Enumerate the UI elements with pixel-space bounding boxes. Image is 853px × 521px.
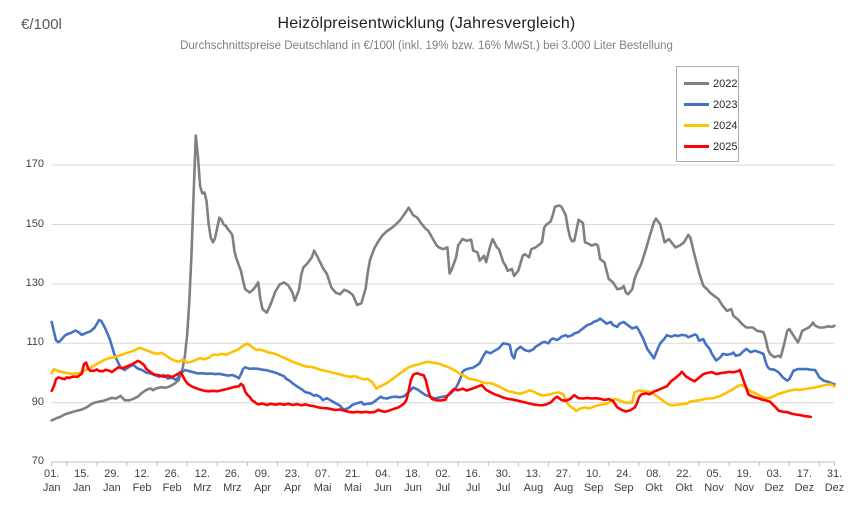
legend-label-2024: 2024 <box>713 119 738 132</box>
x-tick-label-08.Okt: 08. Okt <box>645 468 663 495</box>
y-tick-label-130: 130 <box>25 276 44 289</box>
legend-item-2025: 2025 <box>684 136 738 157</box>
chart-title: Heizölpreisentwicklung (Jahresvergleich) <box>277 15 576 32</box>
x-tick-label-07.Mai: 07. Mai <box>313 468 332 495</box>
x-tick-label-24.Sep: 24. Sep <box>613 468 634 495</box>
x-tick-label-19.Nov: 19. Nov <box>734 468 754 495</box>
x-tick-label-03.Dez: 03. Dez <box>764 468 785 495</box>
x-tick-label-21.Mai: 21. Mai <box>343 468 362 495</box>
x-tick-label-26.Mrz: 26. Mrz <box>223 468 242 495</box>
x-tick-label-05.Nov: 05. Nov <box>704 468 724 495</box>
x-tick-label-23.Apr: 23. Apr <box>283 468 302 495</box>
series-line-2024 <box>50 342 836 413</box>
legend-item-2022: 2022 <box>684 73 738 94</box>
series-line-2023 <box>50 317 836 412</box>
legend-item-2024: 2024 <box>684 115 738 136</box>
series-line-2022 <box>50 134 836 422</box>
legend-line-swatch-2022 <box>684 82 709 85</box>
x-tick-label-04.Jun: 04. Jun <box>374 468 392 495</box>
legend-item-2023: 2023 <box>684 94 738 115</box>
x-tick-label-17.Dez: 17. Dez <box>794 468 815 495</box>
x-tick-label-10.Sep: 10. Sep <box>583 468 604 495</box>
x-tick-label-01.Jan: 01. Jan <box>42 468 61 495</box>
x-tick-label-22.Okt: 22. Okt <box>675 468 693 495</box>
y-tick-label-170: 170 <box>25 158 44 171</box>
y-tick-label-70: 70 <box>31 455 44 467</box>
x-tick-label-18.Jun: 18. Jun <box>404 468 422 495</box>
x-tick-label-16.Jul: 16. Jul <box>465 468 481 495</box>
y-tick-label-150: 150 <box>25 217 44 230</box>
legend: 2022 2023 2024 2025 <box>676 66 739 162</box>
series-line-2025 <box>50 359 813 419</box>
x-tick-label-27.Aug: 27. Aug <box>553 468 574 495</box>
x-tick-label-12.Feb: 12. Feb <box>132 468 152 495</box>
legend-line-swatch-2023 <box>684 103 709 106</box>
x-tick-label-31.Dez: 31. Dez <box>824 468 845 495</box>
x-tick-label-15.Jan: 15. Jan <box>72 468 91 495</box>
legend-line-swatch-2025 <box>684 145 709 148</box>
y-tick-label-90: 90 <box>31 395 44 408</box>
x-tick-label-13.Aug: 13. Aug <box>523 468 544 495</box>
legend-label-2025: 2025 <box>713 140 738 153</box>
x-tick-label-12.Mrz: 12. Mrz <box>193 468 212 495</box>
x-tick-label-26.Feb: 26. Feb <box>162 468 182 495</box>
chart-subtitle: Durchschnittspreise Deutschland in €/100… <box>180 40 673 52</box>
legend-label-2022: 2022 <box>713 77 738 90</box>
legend-line-swatch-2024 <box>684 124 709 127</box>
legend-label-2023: 2023 <box>713 98 738 111</box>
x-tick-label-30.Jul: 30. Jul <box>495 468 511 495</box>
x-tick-label-09.Apr: 09. Apr <box>253 468 272 495</box>
y-tick-label-110: 110 <box>26 336 44 349</box>
x-tick-label-02.Jul: 02. Jul <box>435 468 451 495</box>
y-axis-unit-label: €/100l <box>21 16 62 33</box>
x-tick-label-29.Jan: 29. Jan <box>103 468 121 495</box>
